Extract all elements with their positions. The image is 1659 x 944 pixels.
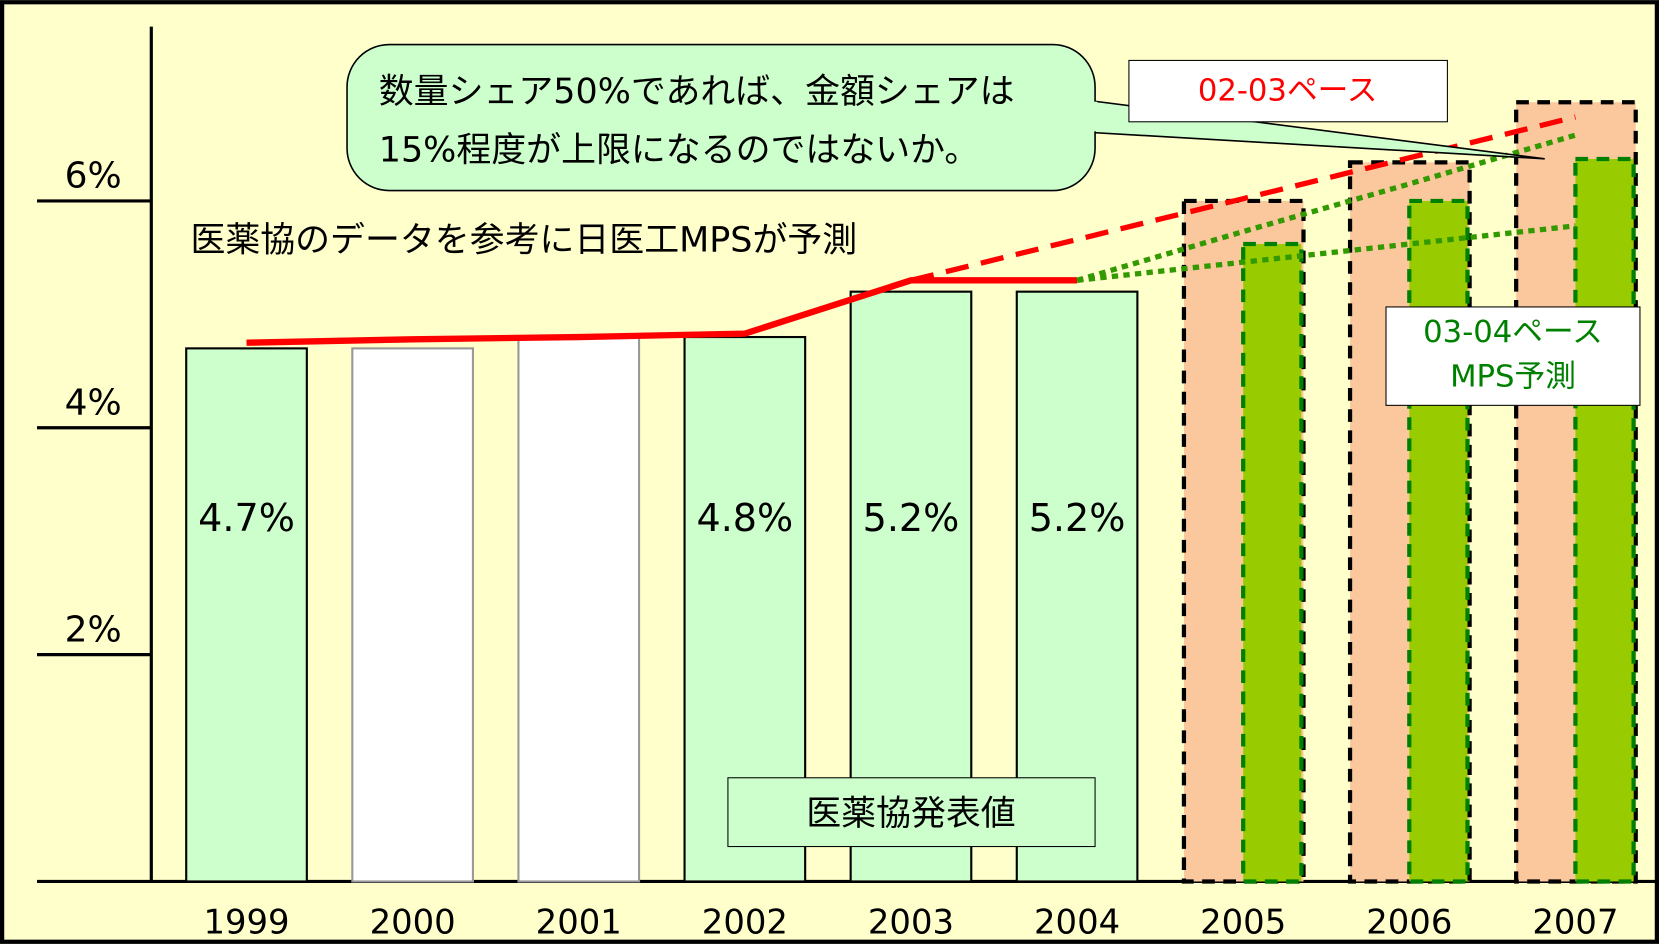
bar: [517, 335, 641, 883]
bar: [1573, 156, 1636, 884]
callout-text: 15%程度が上限になるのではないか。: [379, 130, 979, 170]
x-tick-label: 2006: [1366, 902, 1452, 941]
x-tick-label: 2000: [370, 902, 456, 941]
y-tick-label: 2%: [65, 609, 122, 650]
line: [246, 277, 1078, 346]
bar: [1407, 198, 1470, 884]
bar: [185, 347, 308, 883]
data-label: 5.2%: [863, 496, 960, 540]
legend-box: [1385, 306, 1641, 406]
legend-label: 03-04ペース: [1423, 315, 1603, 350]
line: [1076, 132, 1577, 283]
x-tick-label: 2001: [536, 902, 622, 941]
legend-label: 医薬協発表値: [806, 794, 1015, 834]
note: 医薬協のデータを参考に日医工MPSが予測: [190, 220, 857, 260]
callout-joint: [1084, 101, 1098, 132]
y-tick-label: 4%: [65, 382, 122, 423]
y-tick-label: 6%: [65, 156, 122, 197]
legend-label: 02-03ペース: [1198, 74, 1378, 109]
x-tick-label: 2003: [868, 902, 954, 941]
line: [910, 114, 1577, 283]
legend-box: [727, 777, 1096, 848]
bar: [351, 347, 474, 883]
x-tick-label: 2007: [1532, 902, 1618, 941]
lines: [246, 114, 1577, 346]
x-tick-label: 2004: [1034, 902, 1120, 941]
bar: [1241, 241, 1304, 884]
data-label: 4.8%: [696, 496, 793, 540]
x-tick-label: 2002: [702, 902, 788, 941]
x-tick-label: 2005: [1200, 902, 1286, 941]
callout-text: 数量シェア50%であれば、金額シェアは: [379, 72, 1015, 112]
x-tick-label: 1999: [203, 902, 289, 941]
legend-label: MPS予測: [1450, 359, 1576, 394]
data-label: 4.7%: [198, 496, 295, 540]
labels: 2% 4% 6% 1999 2000 2001 2002 2003 2004 2005 2006 20…: [37, 74, 1618, 941]
line: [1076, 223, 1576, 283]
legend-box: [1128, 59, 1448, 123]
data-label: 5.2%: [1029, 496, 1126, 540]
